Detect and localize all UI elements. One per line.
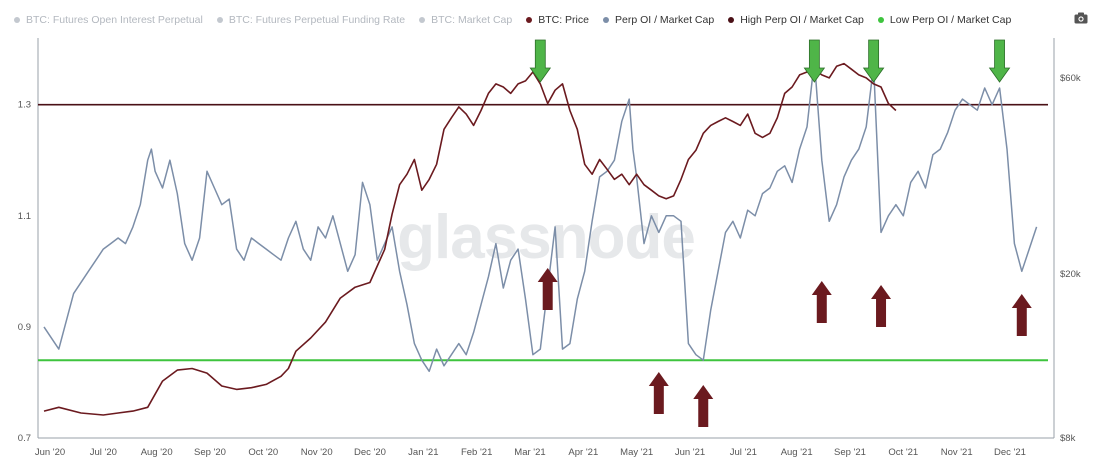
- x-tick-label: May '21: [620, 447, 653, 458]
- x-tick-label: Oct '21: [888, 447, 918, 458]
- chart-legend: BTC: Futures Open Interest Perpetual BTC:…: [14, 9, 1011, 31]
- legend-dot-icon: [728, 17, 735, 23]
- legend-dot-icon: [877, 17, 884, 23]
- legend-dot-icon: [216, 17, 223, 23]
- arrow-down-icon: [988, 39, 1011, 83]
- legend-label: High Perp OI / Market Cap: [740, 14, 864, 26]
- legend-label: BTC: Market Cap: [431, 14, 513, 26]
- legend-item-3[interactable]: BTC: Price: [526, 14, 589, 26]
- legend-dot-icon: [526, 17, 533, 23]
- x-tick-label: Jan '21: [408, 447, 438, 458]
- legend-item-6[interactable]: Low Perp OI / Market Cap: [877, 14, 1012, 26]
- arrow-up-icon: [693, 385, 714, 427]
- legend-label: Perp OI / Market Cap: [614, 14, 715, 26]
- x-tick-label: Apr '21: [568, 447, 598, 458]
- arrow-up-icon: [811, 281, 832, 323]
- legend-label: BTC: Futures Perpetual Funding Rate: [228, 14, 406, 26]
- arrow-up-icon: [871, 285, 892, 327]
- y-right-tick-label: $8k: [1060, 433, 1076, 444]
- arrow-down-icon: [529, 39, 552, 83]
- legend-label: BTC: Price: [538, 14, 589, 26]
- arrow-down-icon: [803, 39, 826, 83]
- watermark: glassnode: [397, 203, 695, 272]
- legend-dot-icon: [602, 17, 609, 23]
- legend-item-5[interactable]: High Perp OI / Market Cap: [728, 14, 864, 26]
- x-tick-label: Dec '20: [354, 447, 386, 458]
- x-tick-label: Sep '21: [834, 447, 866, 458]
- x-tick-label: Oct '20: [248, 447, 278, 458]
- y-left-tick-label: 0.7: [18, 433, 31, 444]
- y-left-tick-label: 0.9: [18, 322, 31, 333]
- x-tick-label: Sep '20: [194, 447, 226, 458]
- camera-icon[interactable]: [1074, 12, 1088, 24]
- arrow-up-icon: [648, 372, 669, 414]
- legend-item-4[interactable]: Perp OI / Market Cap: [602, 14, 715, 26]
- y-right-tick-label: $20k: [1060, 269, 1081, 280]
- legend-label: Low Perp OI / Market Cap: [889, 14, 1012, 26]
- x-tick-label: Jun '20: [35, 447, 65, 458]
- arrow-up-icon: [537, 268, 558, 310]
- arrow-down-icon: [862, 39, 885, 83]
- y-left-tick-label: 1.1: [18, 211, 31, 222]
- y-left-tick-label: 1.3: [18, 100, 31, 111]
- legend-dot-icon: [14, 17, 20, 23]
- legend-item-0[interactable]: BTC: Futures Open Interest Perpetual: [14, 14, 203, 26]
- x-tick-label: Jul '20: [90, 447, 117, 458]
- y-right-tick-label: $60k: [1060, 73, 1081, 84]
- x-tick-label: Aug '21: [781, 447, 813, 458]
- x-tick-label: Dec '21: [994, 447, 1026, 458]
- x-tick-label: Nov '21: [941, 447, 973, 458]
- legend-item-1[interactable]: BTC: Futures Perpetual Funding Rate: [216, 14, 406, 26]
- arrow-up-icon: [1011, 294, 1032, 336]
- x-tick-label: Nov '20: [301, 447, 333, 458]
- legend-dot-icon: [419, 17, 426, 23]
- x-tick-label: Jun '21: [675, 447, 705, 458]
- legend-label: BTC: Futures Open Interest Perpetual: [26, 14, 203, 26]
- legend-item-2[interactable]: BTC: Market Cap: [419, 14, 512, 26]
- x-tick-label: Mar '21: [514, 447, 545, 458]
- btc-price-line: [43, 62, 897, 416]
- x-tick-label: Jul '21: [730, 447, 757, 458]
- x-tick-label: Feb '21: [461, 447, 492, 458]
- x-tick-label: Aug '20: [141, 447, 173, 458]
